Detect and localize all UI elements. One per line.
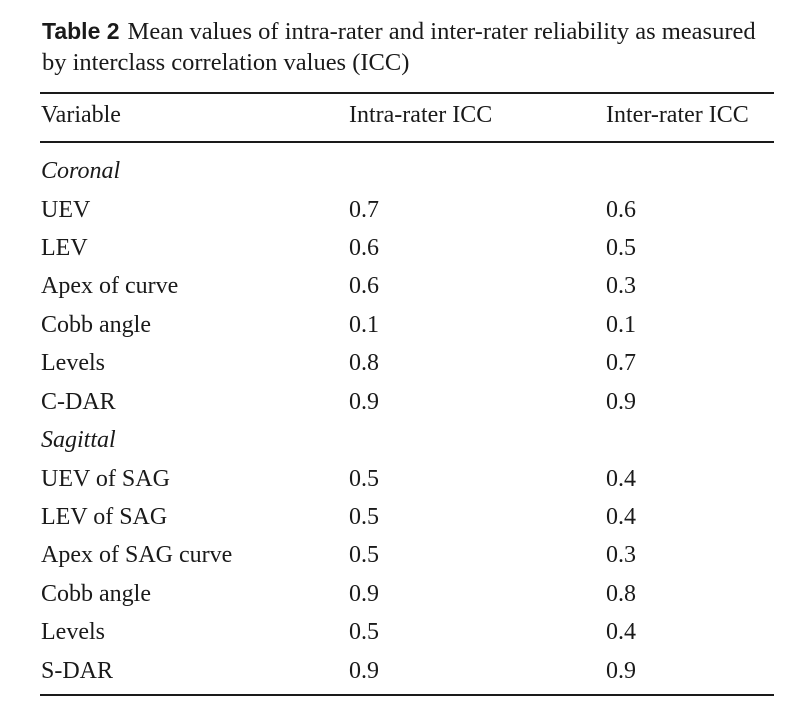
- table-caption: Table 2 Mean values of intra-rater and in…: [42, 16, 774, 78]
- table-header-rule: [40, 141, 774, 143]
- variable-cell: LEV: [41, 235, 88, 261]
- table-row: Apex of curve 0.6 0.3: [0, 267, 800, 305]
- table-label: Table 2: [42, 18, 120, 44]
- variable-cell: LEV of SAG: [41, 504, 168, 530]
- inter-rater-cell: 0.9: [606, 658, 636, 684]
- table-row: Apex of SAG curve 0.5 0.3: [0, 536, 800, 574]
- inter-rater-cell: 0.7: [606, 350, 636, 376]
- intra-rater-cell: 0.8: [349, 350, 379, 376]
- intra-rater-cell: 0.1: [349, 312, 379, 338]
- variable-cell: UEV of SAG: [41, 466, 170, 492]
- intra-rater-cell: 0.9: [349, 658, 379, 684]
- variable-cell: Levels: [41, 619, 105, 645]
- header-inter-rater-icc: Inter-rater ICC: [606, 102, 749, 128]
- section-label: Sagittal: [41, 427, 116, 453]
- table-row: Levels 0.8 0.7: [0, 344, 800, 382]
- inter-rater-cell: 0.8: [606, 581, 636, 607]
- intra-rater-cell: 0.5: [349, 504, 379, 530]
- section-header-sagittal: Sagittal: [0, 421, 800, 459]
- variable-cell: Apex of curve: [41, 273, 179, 299]
- table-row: UEV 0.7 0.6: [0, 191, 800, 229]
- intra-rater-cell: 0.5: [349, 542, 379, 568]
- intra-rater-cell: 0.9: [349, 389, 379, 415]
- inter-rater-cell: 0.5: [606, 235, 636, 261]
- table-row: UEV of SAG 0.5 0.4: [0, 460, 800, 498]
- variable-cell: Cobb angle: [41, 581, 151, 607]
- inter-rater-cell: 0.4: [606, 619, 636, 645]
- intra-rater-cell: 0.5: [349, 619, 379, 645]
- table-caption-text: Mean values of intra-rater and inter-rat…: [42, 18, 756, 76]
- intra-rater-cell: 0.5: [349, 466, 379, 492]
- inter-rater-cell: 0.4: [606, 504, 636, 530]
- inter-rater-cell: 0.6: [606, 197, 636, 223]
- intra-rater-cell: 0.7: [349, 197, 379, 223]
- header-intra-rater-icc: Intra-rater ICC: [349, 102, 493, 128]
- table-header-row: Variable Intra-rater ICC Inter-rater ICC: [0, 96, 800, 134]
- table-row: S-DAR 0.9 0.9: [0, 652, 800, 690]
- intra-rater-cell: 0.6: [349, 273, 379, 299]
- inter-rater-cell: 0.1: [606, 312, 636, 338]
- section-label: Coronal: [41, 158, 121, 184]
- variable-cell: C-DAR: [41, 389, 116, 415]
- table-row: LEV of SAG 0.5 0.4: [0, 498, 800, 536]
- header-variable: Variable: [41, 102, 121, 128]
- table-top-rule: [40, 92, 774, 94]
- intra-rater-cell: 0.6: [349, 235, 379, 261]
- variable-cell: UEV: [41, 197, 91, 223]
- inter-rater-cell: 0.9: [606, 389, 636, 415]
- inter-rater-cell: 0.3: [606, 542, 636, 568]
- inter-rater-cell: 0.4: [606, 466, 636, 492]
- table-bottom-rule: [40, 694, 774, 696]
- table-row: C-DAR 0.9 0.9: [0, 383, 800, 421]
- variable-cell: Apex of SAG curve: [41, 542, 233, 568]
- table-row: LEV 0.6 0.5: [0, 229, 800, 267]
- variable-cell: Cobb angle: [41, 312, 151, 338]
- variable-cell: S-DAR: [41, 658, 114, 684]
- intra-rater-cell: 0.9: [349, 581, 379, 607]
- section-header-coronal: Coronal: [0, 152, 800, 190]
- table-row: Cobb angle 0.1 0.1: [0, 306, 800, 344]
- inter-rater-cell: 0.3: [606, 273, 636, 299]
- table-row: Cobb angle 0.9 0.8: [0, 575, 800, 613]
- variable-cell: Levels: [41, 350, 105, 376]
- table-row: Levels 0.5 0.4: [0, 613, 800, 651]
